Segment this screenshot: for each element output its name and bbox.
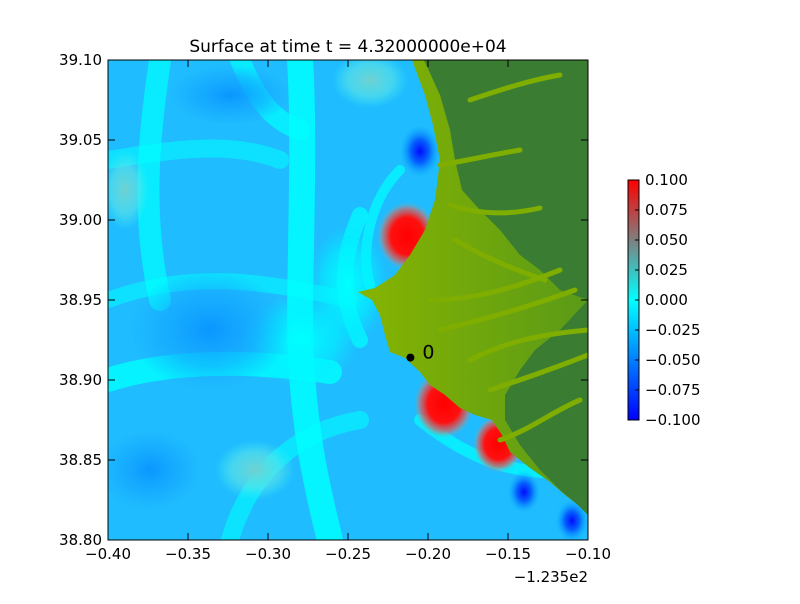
blue-patch [108, 430, 200, 510]
colorbar-tick-label: 0.000 [645, 291, 688, 309]
colorbar-tick-label: −0.075 [645, 381, 701, 399]
chart-title: Surface at time t = 4.32000000e+04 [189, 37, 506, 57]
colorbar: 0.100 0.075 0.050 0.025 0.000 −0.025 −0.050 −0.… [627, 171, 701, 429]
colorbar-tick-label: −0.050 [645, 351, 701, 369]
x-tick-label: −0.20 [405, 545, 451, 563]
blue-patch [130, 270, 290, 390]
gauge-label: 0 [422, 342, 434, 364]
colorbar-tick-label: 0.025 [645, 261, 688, 279]
negative-surface-anomaly [556, 500, 588, 540]
x-axis: −0.40 −0.35 −0.30 −0.25 −0.20 −0.15 −0.10 [85, 60, 611, 563]
y-tick-label: 38.85 [59, 451, 102, 469]
y-tick-label: 39.00 [59, 211, 102, 229]
negative-surface-anomaly [400, 125, 440, 178]
gauge-marker [406, 353, 415, 362]
x-tick-label: −0.10 [565, 545, 611, 563]
colorbar-tick-label: 0.100 [645, 171, 688, 189]
blue-patch [170, 65, 290, 125]
y-tick-label: 38.90 [59, 371, 102, 389]
y-axis: 38.80 38.85 38.90 38.95 39.00 39.05 39.10 [59, 51, 588, 549]
x-tick-label: −0.30 [245, 545, 291, 563]
colorbar-tick-label: −0.025 [645, 321, 701, 339]
x-tick-label: −0.15 [485, 545, 531, 563]
x-tick-label: −0.25 [325, 545, 371, 563]
land-highland [424, 60, 588, 515]
river-valleys [427, 72, 588, 443]
teal-patch [108, 150, 149, 230]
colorbar-ticks: 0.100 0.075 0.050 0.025 0.000 −0.025 −0.050 −0.… [635, 171, 701, 429]
x-tick-label: −0.35 [165, 545, 211, 563]
y-tick-label: 38.95 [59, 291, 102, 309]
colorbar-tick-label: −0.100 [645, 411, 701, 429]
teal-patch [215, 440, 295, 500]
y-tick-label: 38.80 [59, 531, 102, 549]
colorbar-tick-label: 0.050 [645, 231, 688, 249]
colorbar-tick-label: 0.075 [645, 201, 688, 219]
teal-patch [332, 60, 408, 108]
x-offset-label: −1.235e2 [514, 568, 588, 586]
plot-area: 0 [108, 60, 588, 540]
y-tick-label: 39.10 [59, 51, 102, 69]
negative-surface-anomaly [508, 471, 540, 513]
x-tick-label: −0.40 [85, 545, 131, 563]
y-tick-label: 39.05 [59, 131, 102, 149]
